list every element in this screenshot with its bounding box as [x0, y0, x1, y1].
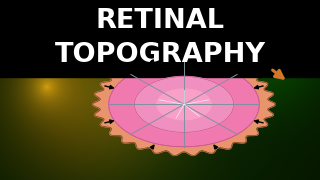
Polygon shape [157, 89, 211, 120]
Text: TOPOGRAPHY: TOPOGRAPHY [54, 42, 266, 68]
Text: RETINAL: RETINAL [95, 8, 225, 34]
Polygon shape [134, 76, 234, 132]
Polygon shape [93, 53, 275, 155]
Polygon shape [109, 62, 259, 147]
